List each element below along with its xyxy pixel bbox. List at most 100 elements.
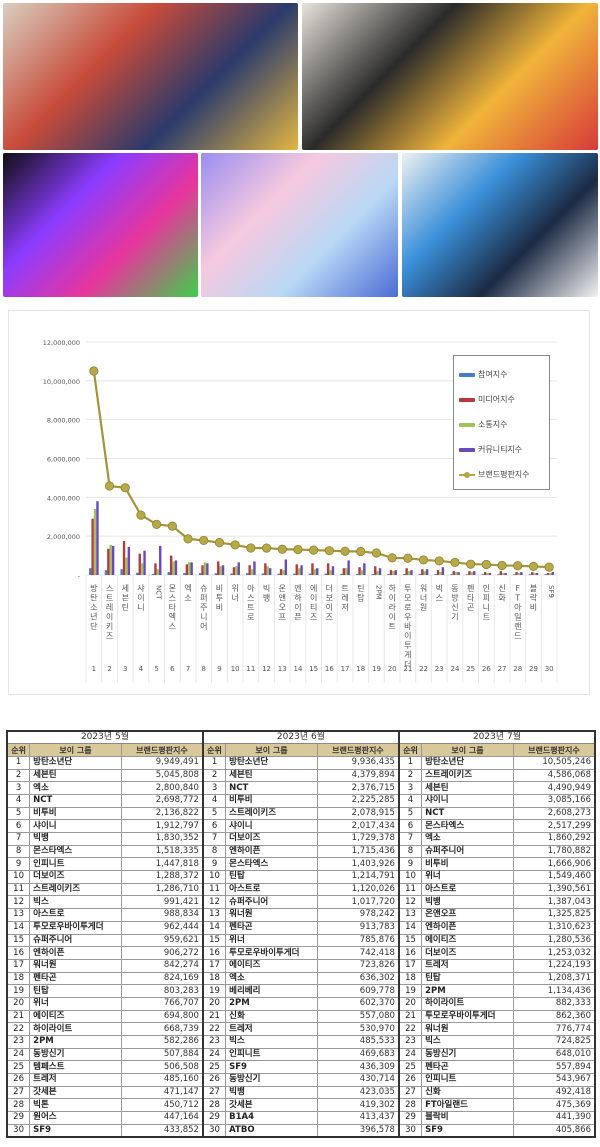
x-category-label: 이 — [106, 612, 113, 622]
rank-cell: 24 — [201, 1047, 227, 1062]
rank-cell: 10 — [397, 870, 423, 884]
index-cell: 1,208,371 — [512, 971, 596, 986]
bar — [457, 572, 460, 575]
index-cell: 776,774 — [512, 1022, 596, 1036]
bar — [425, 569, 429, 575]
bar — [300, 565, 303, 575]
index-cell: 436,309 — [316, 1060, 400, 1075]
bar — [502, 573, 505, 575]
x-category-label: 이 — [388, 593, 395, 603]
line-marker — [167, 521, 177, 531]
rank-cell: 6 — [201, 819, 227, 833]
table-row: 3 엑소 2,800,840 3 NCT 2,376,715 3 세븐틴 4,490,949 — [6, 781, 596, 795]
line-marker — [309, 545, 319, 555]
group-cell: 틴탑 — [421, 971, 514, 986]
x-category-label: 뱅 — [263, 593, 270, 603]
x-index-label: 29 — [529, 665, 538, 673]
bar — [89, 568, 92, 575]
rank-cell: 7 — [397, 832, 423, 846]
rank-cell: 23 — [397, 1035, 423, 1049]
group-cell: 엑소 — [225, 971, 318, 986]
group-cell: 비투비 — [421, 857, 514, 872]
index-cell: 1,253,032 — [512, 946, 596, 960]
x-index-label: 30 — [545, 665, 554, 673]
rank-cell: 10 — [201, 870, 227, 884]
column-header-index: 브랜드평판지수 — [120, 743, 204, 757]
bar — [221, 565, 225, 575]
index-cell: 723,826 — [316, 958, 400, 973]
x-index-label: 9 — [217, 665, 221, 673]
index-cell: 602,370 — [316, 996, 400, 1011]
bar — [127, 546, 131, 575]
index-cell: 10,505,246 — [512, 755, 596, 770]
line-marker — [246, 543, 256, 553]
bar — [452, 571, 455, 575]
group-cell: 더보이즈 — [225, 832, 318, 846]
x-category-label: 트 — [106, 594, 113, 603]
bar — [473, 571, 476, 575]
rank-cell: 5 — [6, 806, 31, 821]
rank-cell: 11 — [201, 882, 227, 897]
index-cell: 1,325,825 — [512, 908, 596, 922]
group-cell: 2PM — [225, 996, 318, 1011]
x-category-label: 트 — [388, 622, 395, 631]
bar — [308, 573, 312, 575]
index-cell: 1,288,372 — [120, 870, 204, 884]
x-category-label: 로 — [247, 613, 254, 622]
table-row: 9 인피니트 1,447,818 9 몬스타엑스 1,403,926 9 비투비 1,666,9… — [6, 857, 596, 872]
x-category-label: 티 — [310, 603, 317, 612]
rank-cell: 15 — [6, 933, 31, 948]
bar — [151, 573, 155, 575]
index-cell: 433,852 — [120, 1123, 204, 1138]
column-header-index: 브랜드평판지수 — [316, 743, 400, 757]
rank-cell: 19 — [6, 984, 31, 998]
x-category-label: 주 — [200, 603, 207, 612]
bar — [138, 553, 141, 575]
index-cell: 405,866 — [512, 1123, 596, 1138]
x-category-label: 아 — [247, 583, 255, 593]
x-category-label: 이 — [294, 602, 301, 612]
index-cell: 2,017,434 — [316, 819, 400, 833]
index-cell: 2,225,285 — [316, 793, 400, 808]
index-cell: 1,912,797 — [120, 819, 204, 833]
index-cell: 543,967 — [512, 1073, 596, 1087]
rank-cell: 7 — [201, 832, 227, 846]
x-category-label: 틴 — [357, 583, 364, 593]
table-row: 21 에이티즈 694,800 21 신화 557,080 21 투모로우바이투게더 862,3… — [6, 1009, 596, 1024]
x-category-label: T — [514, 594, 520, 603]
bar — [297, 568, 301, 575]
line-marker — [89, 366, 99, 376]
group-cell: 갓세븐 — [29, 1085, 122, 1100]
bar — [109, 544, 112, 575]
bar — [188, 562, 191, 575]
group-cell: 신화 — [225, 1009, 318, 1024]
x-index-label: 16 — [325, 665, 334, 673]
index-cell: 906,272 — [120, 946, 204, 960]
rank-cell: 21 — [6, 1009, 31, 1024]
line-marker — [497, 560, 507, 571]
index-cell: 1,666,906 — [512, 857, 596, 872]
rank-cell: 16 — [201, 946, 227, 960]
x-category-label: 세 — [122, 584, 129, 593]
group-cell: 방탄소년단 — [29, 755, 122, 770]
rank-cell: 23 — [201, 1035, 227, 1049]
x-category-label: 더 — [404, 660, 411, 669]
rank-cell: 23 — [6, 1035, 31, 1049]
group-cell: 위너 — [29, 996, 122, 1011]
group-cell: 하이라이트 — [29, 1022, 122, 1036]
month-header: 2023년 6월 — [201, 730, 400, 745]
x-index-label: 20 — [388, 665, 397, 673]
group-cell: 트레저 — [421, 958, 514, 973]
index-cell: 988,834 — [120, 908, 204, 922]
rank-cell: 12 — [6, 895, 31, 910]
group-photo — [3, 153, 198, 297]
line-marker — [481, 559, 491, 570]
table-row: 20 위너 766,707 20 2PM 602,370 20 하이라이트 882,333 — [6, 996, 596, 1011]
rank-cell: 22 — [6, 1022, 31, 1036]
x-category-label: 스 — [169, 622, 176, 631]
group-cell: 빅스 — [29, 895, 122, 910]
x-category-label: 스 — [106, 584, 113, 593]
bar — [96, 501, 99, 575]
table-row: 30 SF9 433,852 30 ATBO 396,578 30 SF9 405,866 — [6, 1123, 596, 1138]
legend-item: 참여지수 — [459, 362, 544, 387]
